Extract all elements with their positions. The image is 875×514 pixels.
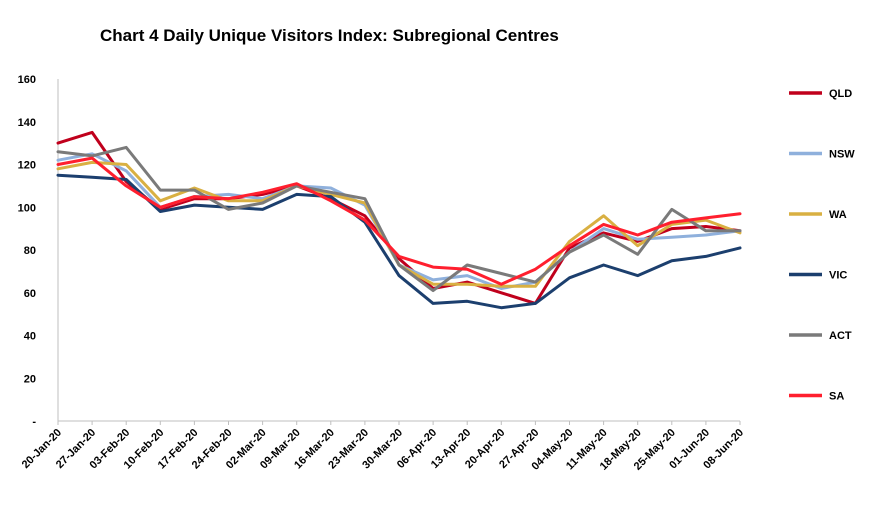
y-tick-label: 120 (18, 160, 36, 172)
x-axis-ticks: 20-Jan-2027-Jan-2003-Feb-2010-Feb-2017-F… (20, 421, 746, 473)
legend-label-sa: SA (829, 391, 844, 403)
y-tick-label: 60 (24, 288, 36, 300)
y-tick-label: 100 (18, 202, 36, 214)
series-line-sa (56, 156, 742, 286)
legend: QLD NSW WA VIC ACT SA (789, 88, 855, 403)
legend-label-nsw: NSW (829, 149, 855, 161)
axes (57, 79, 740, 422)
series-line-act (56, 145, 742, 293)
legend-label-wa: WA (829, 209, 847, 221)
series-line-qld (56, 130, 742, 305)
series-line-nsw (56, 152, 742, 290)
series-line-wa (56, 160, 742, 288)
y-tick-label: - (32, 416, 36, 428)
series-line-vic (56, 173, 742, 310)
y-tick-label: 40 (24, 331, 36, 343)
series-layer (56, 130, 742, 310)
y-tick-label: 80 (24, 245, 36, 257)
chart-title: Chart 4 Daily Unique Visitors Index: Sub… (100, 26, 559, 45)
y-tick-label: 140 (18, 117, 36, 129)
legend-label-act: ACT (829, 330, 852, 342)
legend-label-qld: QLD (829, 88, 852, 100)
legend-label-vic: VIC (829, 270, 847, 282)
y-tick-label: 20 (24, 373, 36, 385)
y-axis-ticks: - 20 40 60 80 100 120 140 160 (18, 74, 37, 428)
y-tick-label: 160 (18, 74, 36, 86)
